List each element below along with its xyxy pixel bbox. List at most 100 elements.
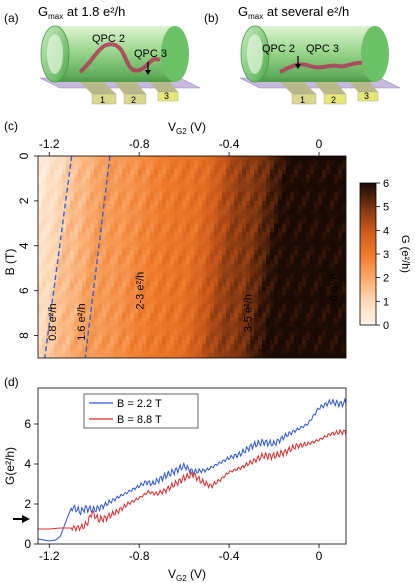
heatmap-cell <box>342 187 346 193</box>
heatmap-cell <box>50 317 55 323</box>
heatmap-cell <box>66 304 71 310</box>
heatmap-cell <box>254 304 259 310</box>
heatmap-cell <box>258 200 263 206</box>
heatmap-cell <box>162 281 167 287</box>
heatmap-cell <box>262 160 267 166</box>
heatmap-cell <box>110 286 115 292</box>
heatmap-cell <box>190 164 195 171</box>
heatmap-cell <box>246 156 251 162</box>
heatmap-cell <box>46 160 51 166</box>
heatmap-cell <box>286 322 291 328</box>
heatmap-cell <box>122 286 127 292</box>
heatmap-ytick-label: 2 <box>17 197 31 204</box>
heatmap-cell <box>102 313 107 319</box>
heatmap-cell <box>70 191 75 197</box>
heatmap-cell <box>298 227 303 233</box>
heatmap-cell <box>82 259 87 265</box>
heatmap-cell <box>214 191 219 197</box>
heatmap-cell <box>290 209 295 215</box>
heatmap-cell <box>110 241 115 247</box>
heatmap-cell <box>70 290 75 296</box>
panel-c-label: (c) <box>4 119 18 133</box>
heatmap-cell <box>230 236 235 242</box>
heatmap-cell <box>82 191 87 197</box>
heatmap-cell <box>310 268 315 274</box>
heatmap-cell <box>122 182 127 189</box>
heatmap-cell <box>114 164 119 171</box>
heatmap-cell <box>262 196 267 202</box>
heatmap-cell <box>338 268 343 274</box>
heatmap-cell <box>94 322 99 328</box>
heatmap-cell <box>154 304 159 310</box>
heatmap-cell <box>274 335 279 341</box>
heatmap-cell <box>130 205 135 211</box>
heatmap-cell <box>46 340 51 346</box>
heatmap-cell <box>290 349 295 355</box>
heatmap-cell <box>130 268 135 274</box>
heatmap-cell <box>318 335 323 341</box>
heatmap-cell <box>174 209 179 215</box>
heatmap-cell <box>66 326 71 332</box>
heatmap-cell <box>134 196 139 202</box>
heatmap-cell <box>142 223 147 229</box>
heatmap-cell <box>138 196 143 202</box>
heatmap-cell <box>318 326 323 332</box>
heatmap-cell <box>302 254 307 260</box>
heatmap-cell <box>198 317 203 323</box>
heatmap-cell <box>298 353 303 358</box>
heatmap-cell <box>162 313 167 319</box>
heatmap-cell <box>110 353 115 358</box>
heatmap-cell <box>210 313 215 319</box>
heatmap-cell <box>82 156 87 162</box>
heatmap-cell <box>326 209 331 215</box>
heatmap-cell <box>270 205 275 211</box>
heatmap-cell <box>274 281 279 287</box>
heatmap-cell <box>150 295 155 301</box>
heatmap-cell <box>174 169 179 175</box>
heatmap-cell <box>98 254 103 260</box>
heatmap-cell <box>98 250 103 256</box>
heatmap-cell <box>74 178 79 184</box>
heatmap-cell <box>170 160 175 166</box>
heatmap-cell <box>66 277 71 283</box>
heatmap-cell <box>314 281 319 287</box>
heatmap-cell <box>38 304 43 310</box>
heatmap-cell <box>286 160 291 166</box>
heatmap-cell <box>138 308 143 314</box>
heatmap-cell <box>318 317 323 323</box>
heatmap-cell <box>262 331 267 337</box>
heatmap-cell <box>110 259 115 265</box>
heatmap-cell <box>62 326 67 332</box>
heatmap-cell <box>302 191 307 197</box>
line-xtick-label: -1.2 <box>39 549 60 563</box>
heatmap-cell <box>118 313 123 319</box>
heatmap-cell <box>234 227 239 233</box>
heatmap-cell <box>266 187 271 193</box>
heatmap-cell <box>62 218 67 224</box>
heatmap-cell <box>130 245 135 251</box>
heatmap-cell <box>218 349 223 355</box>
heatmap-cell <box>46 263 51 269</box>
heatmap-cell <box>150 191 155 197</box>
heatmap-cell <box>342 335 346 341</box>
heatmap-cell <box>186 196 191 202</box>
heatmap-cell <box>210 295 215 301</box>
heatmap-cell <box>158 313 163 319</box>
heatmap-cell <box>90 227 95 233</box>
heatmap-cell <box>234 304 239 310</box>
heatmap-cell <box>74 331 79 337</box>
heatmap-cell <box>110 290 115 296</box>
heatmap-cell <box>282 281 287 287</box>
heatmap-cell <box>218 254 223 260</box>
heatmap-cell <box>142 164 147 171</box>
heatmap-cell <box>90 182 95 189</box>
heatmap-cell <box>334 241 339 247</box>
heatmap-cell <box>82 164 87 171</box>
heatmap-cell <box>290 322 295 328</box>
heatmap-cell <box>134 353 139 358</box>
heatmap-cell <box>178 326 183 332</box>
heatmap-cell <box>150 349 155 355</box>
heatmap-cell <box>266 331 271 337</box>
heatmap-cell <box>310 353 315 358</box>
heatmap-cell <box>142 245 147 251</box>
